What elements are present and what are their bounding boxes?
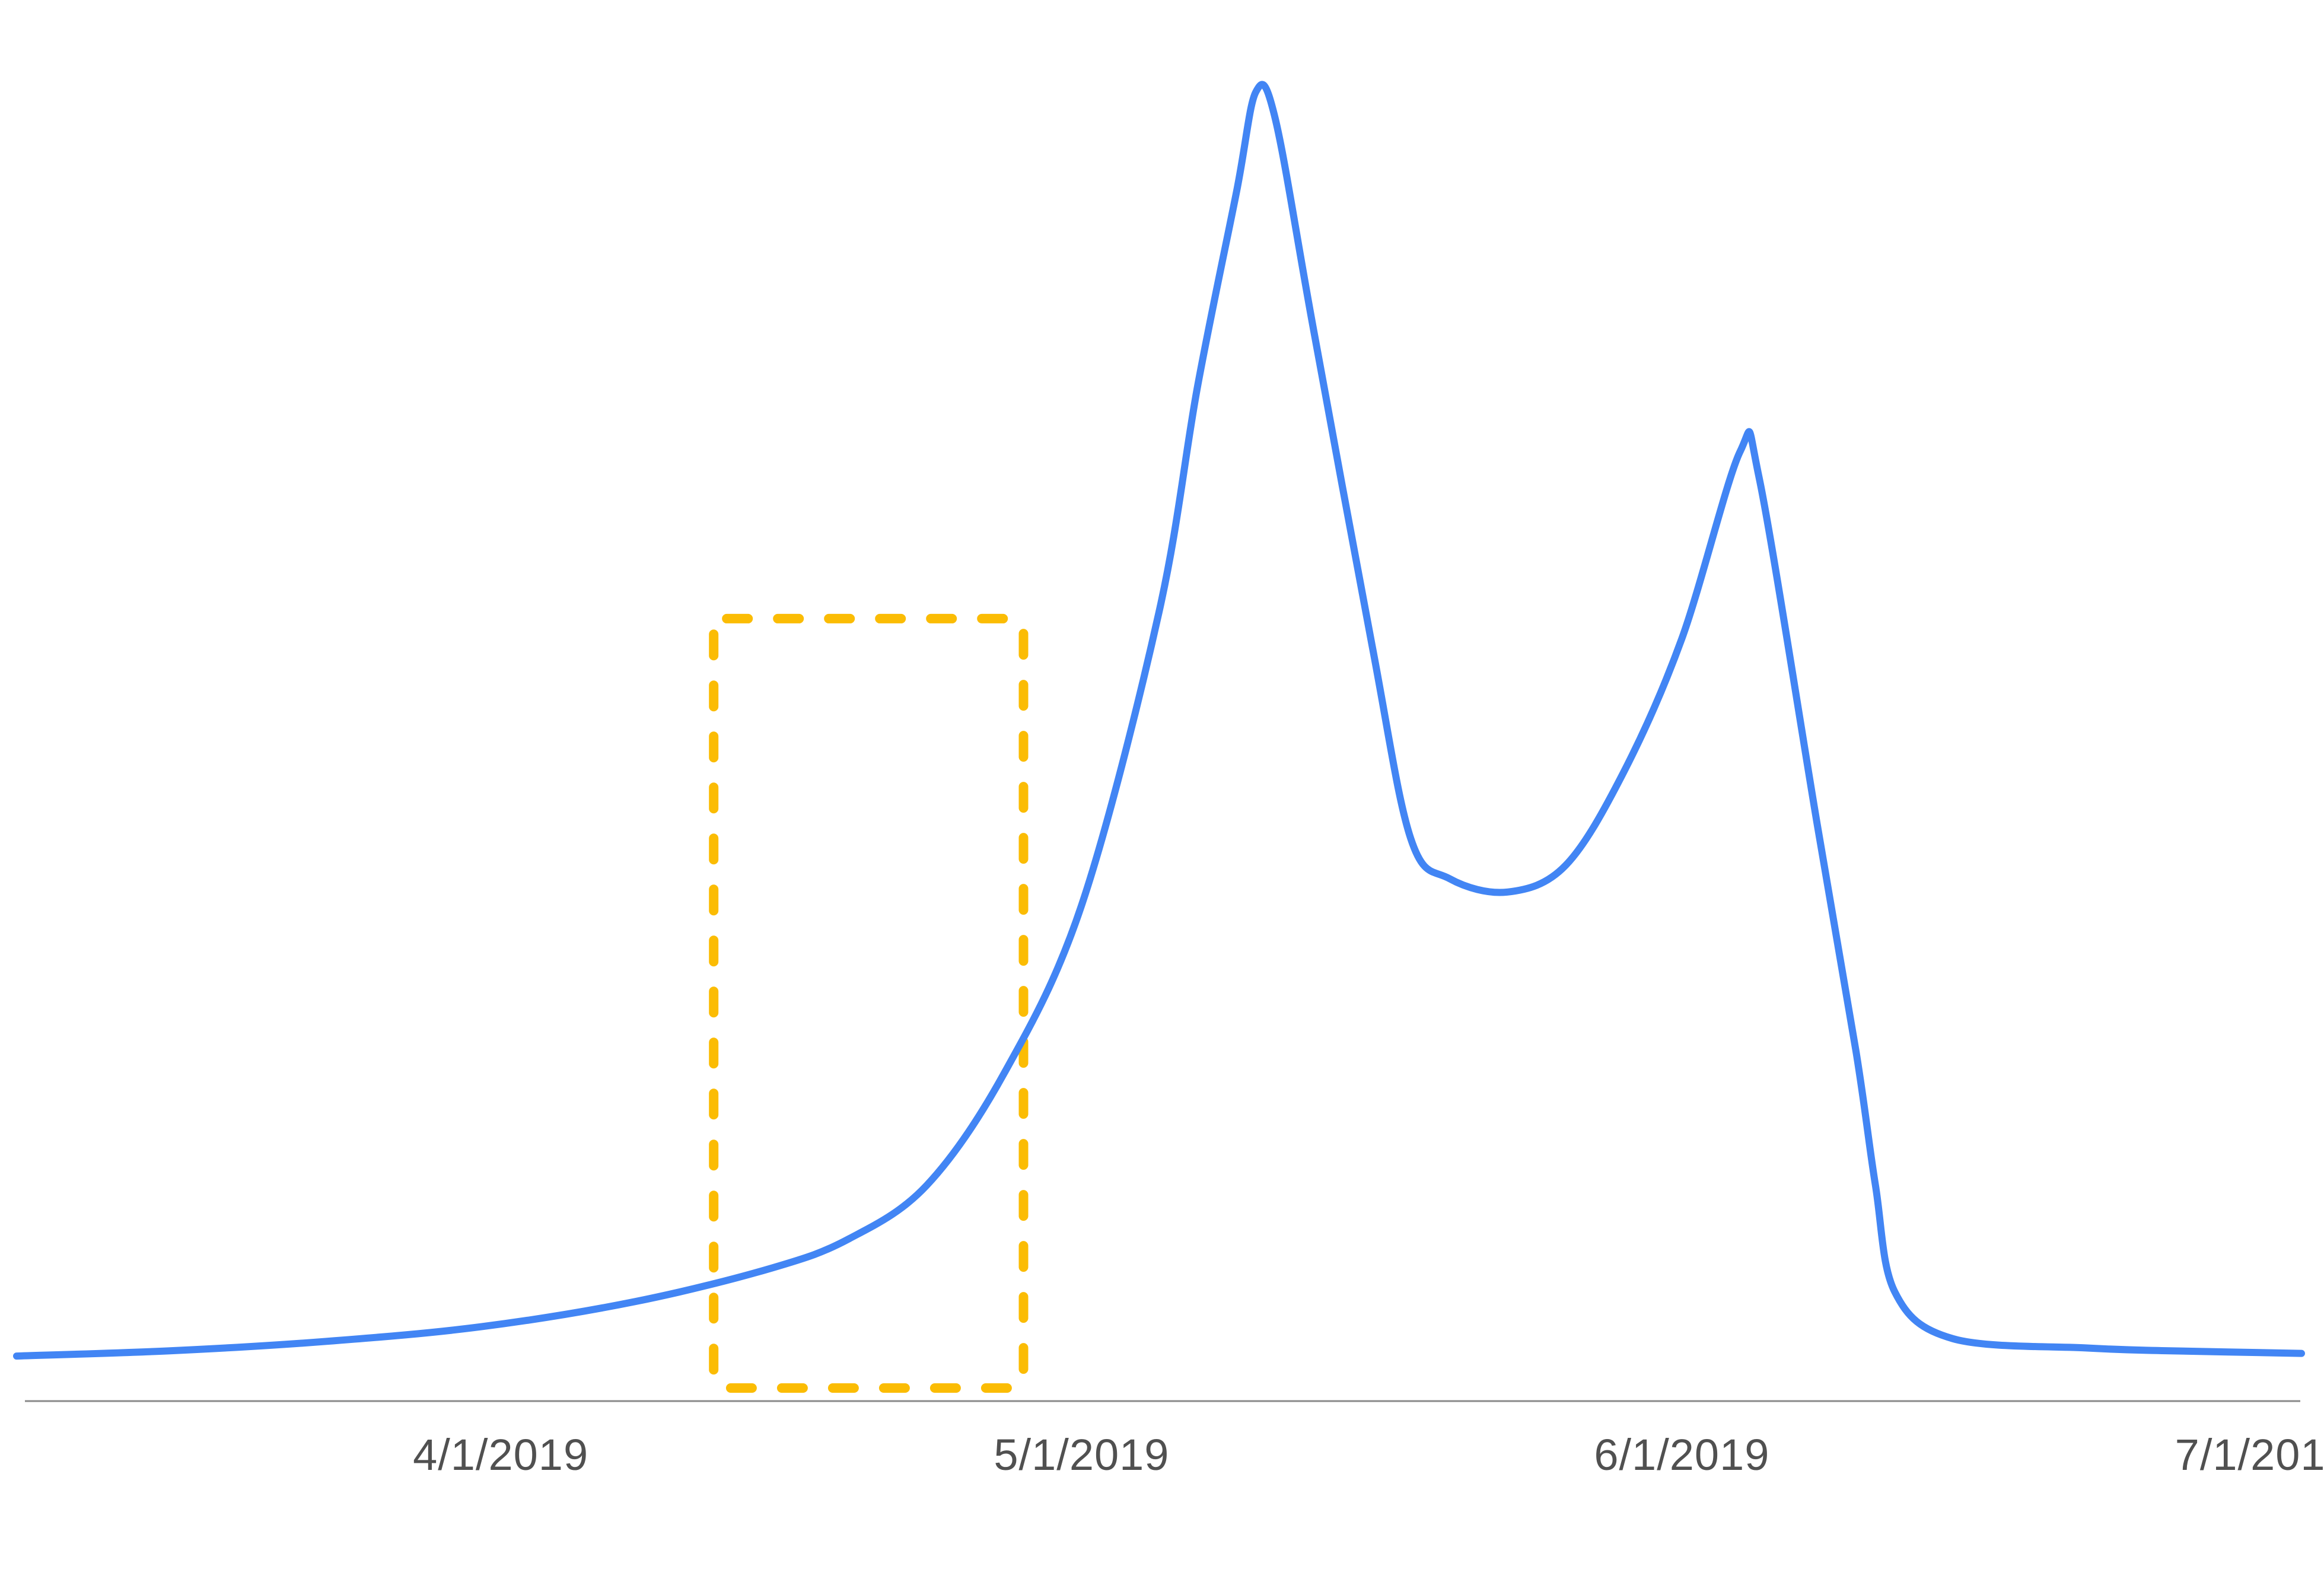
series-layer — [13, 81, 2305, 1360]
highlight-layer — [709, 613, 1029, 1393]
highlight-box — [709, 613, 1029, 1393]
x-tick-label: 7/1/2019 — [2175, 1430, 2324, 1479]
series-line — [13, 81, 2305, 1360]
x-axis-ticks: 4/1/2019 5/1/2019 6/1/2019 7/1/2019 — [413, 1430, 2324, 1479]
x-tick-label: 5/1/2019 — [994, 1430, 1169, 1479]
x-tick-label: 6/1/2019 — [1594, 1430, 1769, 1479]
x-tick-label: 4/1/2019 — [413, 1430, 588, 1479]
